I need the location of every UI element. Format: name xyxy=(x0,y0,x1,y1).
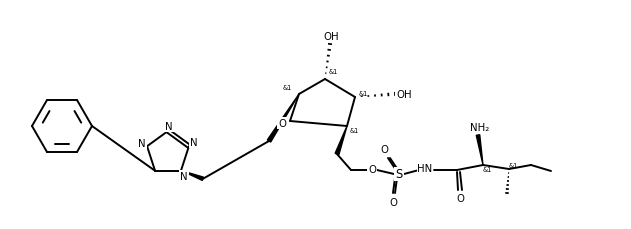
Text: N: N xyxy=(165,121,173,131)
Polygon shape xyxy=(268,95,299,142)
Text: &1: &1 xyxy=(283,85,292,91)
Text: N: N xyxy=(190,138,198,147)
Text: NH₂: NH₂ xyxy=(470,123,490,132)
Text: &1: &1 xyxy=(350,128,358,134)
Text: O: O xyxy=(380,144,388,154)
Text: N: N xyxy=(180,171,188,181)
Text: O: O xyxy=(456,193,464,203)
Text: &1: &1 xyxy=(509,162,517,168)
Text: OH: OH xyxy=(396,90,412,100)
Text: HN: HN xyxy=(417,163,433,173)
Text: &1: &1 xyxy=(328,69,338,75)
Text: &1: &1 xyxy=(482,166,492,172)
Text: O: O xyxy=(278,118,286,128)
Polygon shape xyxy=(182,171,204,181)
Text: OH: OH xyxy=(323,32,339,42)
Polygon shape xyxy=(476,135,483,165)
Polygon shape xyxy=(335,126,347,155)
Text: N: N xyxy=(138,139,146,149)
Text: O: O xyxy=(368,164,376,174)
Text: &1: &1 xyxy=(358,91,368,97)
Text: O: O xyxy=(389,197,397,207)
Text: S: S xyxy=(396,168,403,181)
